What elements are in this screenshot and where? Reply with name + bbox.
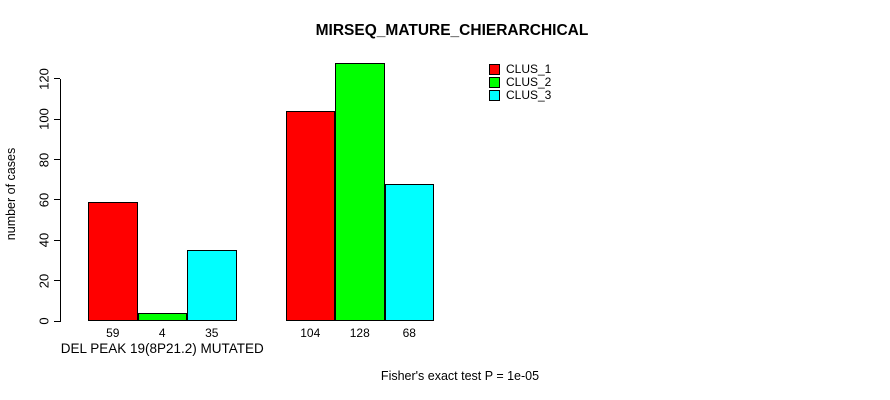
y-tick-mark: [54, 239, 60, 241]
y-tick-mark: [54, 118, 60, 120]
legend-label: CLUS_2: [506, 75, 552, 89]
y-tick-label: 100: [36, 108, 52, 131]
bar-clus_2-group1: [137, 312, 187, 321]
legend-swatch-icon: [489, 90, 500, 101]
bar-value-label: 59: [106, 326, 120, 340]
legend: CLUS_1 CLUS_2 CLUS_3: [489, 63, 551, 102]
y-tick-label: 40: [36, 233, 52, 248]
legend-swatch-icon: [489, 77, 500, 88]
bar-value-label: 35: [205, 326, 219, 340]
y-tick-label: 80: [36, 152, 52, 167]
legend-label: CLUS_3: [506, 88, 552, 102]
bar-value-label: 128: [349, 326, 370, 340]
chart-title: MIRSEQ_MATURE_CHIERARCHICAL: [315, 22, 589, 39]
legend-swatch-icon: [489, 64, 500, 75]
bar-clus_1-group2: [285, 111, 335, 321]
bar-clus_1-group1: [88, 202, 138, 321]
legend-label: CLUS_1: [506, 62, 552, 76]
y-tick-mark: [54, 280, 60, 282]
bar-value-label: 4: [158, 326, 166, 340]
stat-annotation: Fisher's exact test P = 1e-05: [380, 369, 540, 383]
bar-value-label: 104: [300, 326, 321, 340]
y-axis-line: [60, 79, 61, 322]
y-tick-label: 0: [36, 317, 52, 325]
x-axis-group-label: DEL PEAK 19(8P21.2) MUTATED: [60, 341, 264, 356]
y-tick-label: 20: [36, 273, 52, 288]
y-tick-mark: [54, 199, 60, 201]
legend-item-clus_2: CLUS_2: [489, 76, 551, 89]
y-axis-label: number of cases: [4, 147, 18, 241]
y-tick-mark: [54, 78, 60, 80]
bar-clus_2-group2: [335, 62, 385, 321]
y-tick-mark: [54, 159, 60, 161]
y-tick-label: 120: [36, 68, 52, 90]
bar-clus_3-group2: [384, 183, 434, 321]
legend-item-clus_3: CLUS_3: [489, 89, 551, 102]
y-tick-mark: [54, 320, 60, 322]
bar-value-label: 68: [402, 326, 416, 340]
legend-item-clus_1: CLUS_1: [489, 63, 551, 76]
y-tick-label: 60: [36, 192, 52, 208]
bar-clus_3-group1: [187, 250, 237, 321]
